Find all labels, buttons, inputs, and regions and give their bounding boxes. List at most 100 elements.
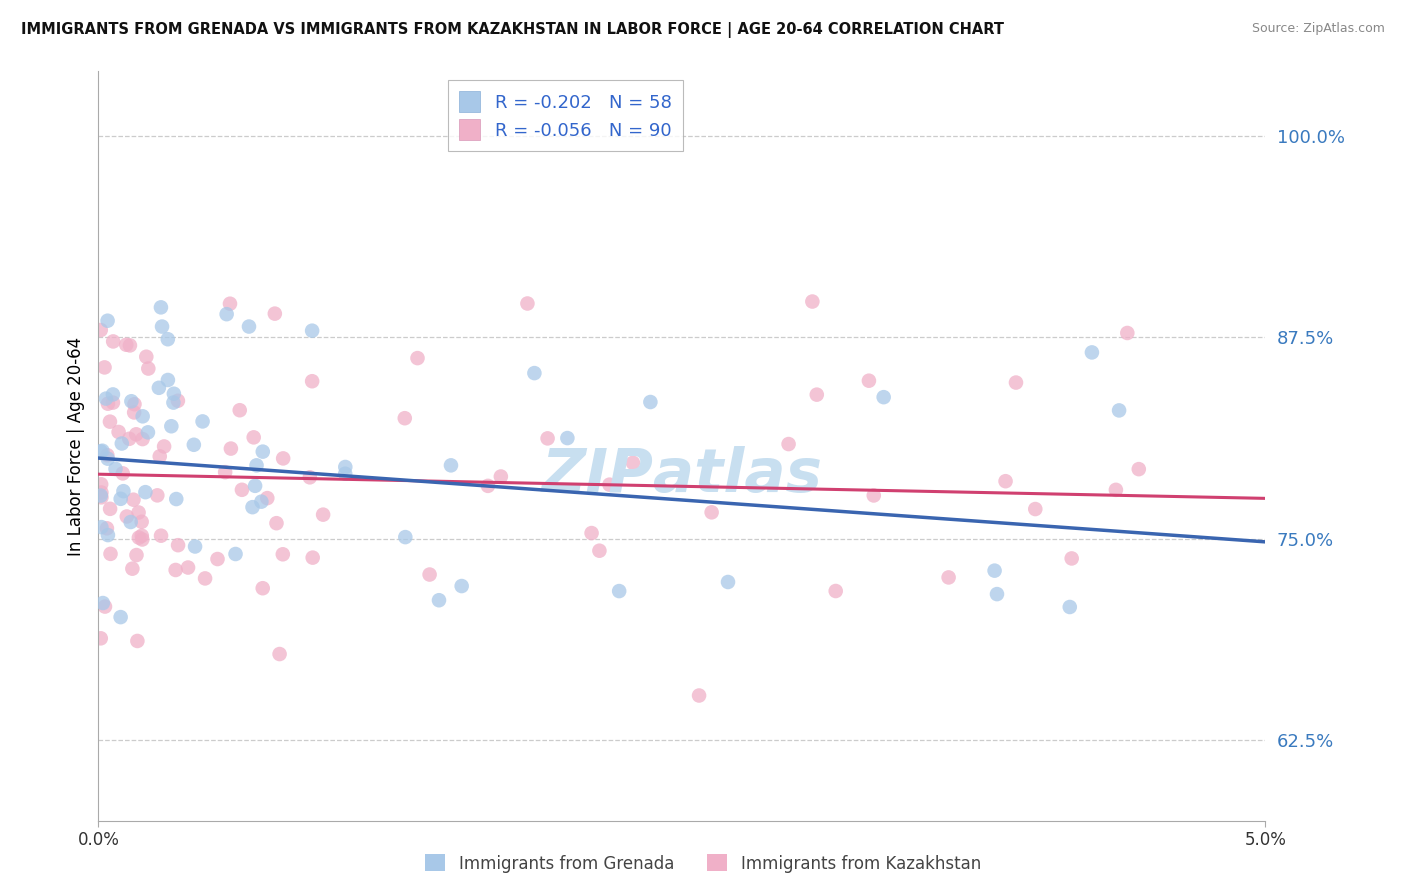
- Point: [125, 427, 148, 442]
- Point: [1060, 551, 1083, 566]
- Point: [90, 485, 112, 500]
- Point: [1116, 326, 1139, 340]
- Point: [131, 409, 153, 424]
- Point: [245, 458, 267, 473]
- Point: [252, 581, 274, 595]
- Point: [394, 530, 416, 544]
- Point: [100, 547, 122, 561]
- Text: IMMIGRANTS FROM GRENADA VS IMMIGRANTS FROM KAZAKHSTAN IN LABOR FORCE | AGE 20-64: IMMIGRANTS FROM GRENADA VS IMMIGRANTS FR…: [21, 22, 1004, 38]
- Point: [215, 307, 238, 321]
- Point: [242, 430, 264, 444]
- Point: [1128, 462, 1150, 476]
- Point: [136, 425, 159, 440]
- Point: [115, 509, 138, 524]
- Point: [271, 451, 294, 466]
- Point: [263, 307, 285, 321]
- Point: [801, 294, 824, 309]
- Point: [160, 419, 183, 434]
- Point: [271, 547, 294, 561]
- Point: [167, 393, 190, 408]
- Point: [700, 505, 723, 519]
- Point: [229, 403, 252, 417]
- Point: [156, 332, 179, 346]
- Point: [91, 443, 114, 458]
- Point: [94, 392, 117, 406]
- Point: [183, 438, 205, 452]
- Legend: Immigrants from Grenada, Immigrants from Kazakhstan: Immigrants from Grenada, Immigrants from…: [419, 847, 987, 880]
- Point: [1059, 599, 1081, 614]
- Point: [165, 563, 187, 577]
- Point: [266, 516, 288, 531]
- Point: [101, 395, 124, 409]
- Point: [149, 450, 172, 464]
- Point: [806, 387, 828, 401]
- Point: [153, 440, 176, 454]
- Point: [640, 395, 662, 409]
- Point: [523, 366, 546, 380]
- Point: [165, 491, 187, 506]
- Point: [125, 548, 148, 562]
- Point: [717, 574, 740, 589]
- Point: [90, 632, 112, 646]
- Point: [136, 361, 159, 376]
- Point: [557, 431, 579, 445]
- Point: [1108, 403, 1130, 417]
- Point: [301, 324, 323, 338]
- Point: [994, 474, 1017, 488]
- Point: [312, 508, 335, 522]
- Point: [489, 469, 512, 483]
- Point: [406, 351, 429, 365]
- Text: Source: ZipAtlas.com: Source: ZipAtlas.com: [1251, 22, 1385, 36]
- Y-axis label: In Labor Force | Age 20-64: In Labor Force | Age 20-64: [66, 336, 84, 556]
- Point: [872, 390, 894, 404]
- Point: [135, 350, 157, 364]
- Point: [90, 489, 112, 503]
- Point: [131, 515, 153, 529]
- Point: [516, 296, 538, 310]
- Point: [131, 533, 153, 547]
- Point: [134, 485, 156, 500]
- Point: [91, 596, 114, 610]
- Point: [167, 538, 190, 552]
- Point: [97, 397, 120, 411]
- Point: [97, 451, 120, 466]
- Point: [118, 432, 141, 446]
- Point: [607, 584, 630, 599]
- Point: [96, 448, 118, 462]
- Point: [301, 550, 323, 565]
- Point: [120, 515, 142, 529]
- Point: [118, 338, 141, 352]
- Point: [98, 501, 121, 516]
- Point: [128, 506, 150, 520]
- Point: [162, 395, 184, 409]
- Point: [131, 529, 153, 543]
- Point: [93, 360, 115, 375]
- Point: [427, 593, 450, 607]
- Point: [335, 460, 357, 475]
- Point: [163, 386, 186, 401]
- Point: [688, 689, 710, 703]
- Point: [107, 425, 129, 439]
- Point: [440, 458, 463, 473]
- Text: ZIP​atlas: ZIP​atlas: [541, 447, 823, 506]
- Point: [122, 405, 145, 419]
- Point: [97, 528, 120, 542]
- Point: [858, 374, 880, 388]
- Point: [110, 491, 132, 506]
- Point: [101, 334, 124, 349]
- Point: [219, 442, 242, 456]
- Point: [90, 323, 112, 337]
- Point: [127, 634, 149, 648]
- Point: [90, 491, 112, 505]
- Point: [301, 374, 323, 388]
- Point: [862, 488, 884, 502]
- Point: [225, 547, 247, 561]
- Point: [536, 431, 558, 445]
- Point: [238, 319, 260, 334]
- Point: [269, 647, 291, 661]
- Point: [146, 488, 169, 502]
- Point: [256, 491, 278, 505]
- Point: [588, 543, 610, 558]
- Point: [450, 579, 472, 593]
- Point: [1005, 376, 1028, 390]
